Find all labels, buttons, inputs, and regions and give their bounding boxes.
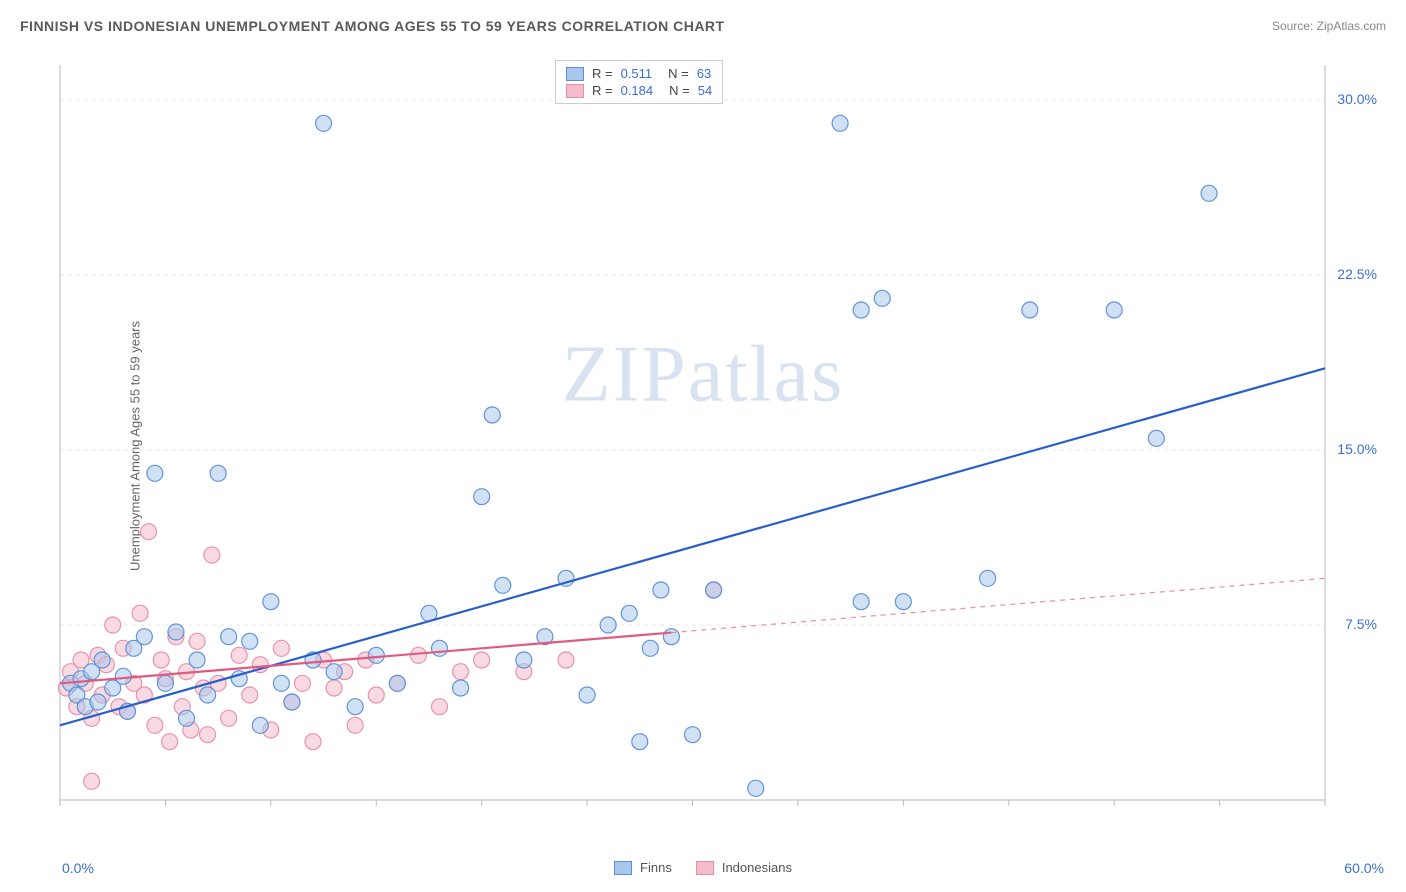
svg-text:30.0%: 30.0%: [1337, 91, 1377, 107]
stats-legend: R = 0.511 N = 63 R = 0.184 N = 54: [555, 60, 723, 104]
x-axis-max: 60.0%: [1344, 860, 1384, 876]
svg-text:22.5%: 22.5%: [1337, 266, 1377, 282]
swatch-finns: [566, 67, 584, 81]
scatter-chart-svg: 7.5% 15.0% 22.5% 30.0%: [55, 60, 1385, 830]
swatch-indonesians-bottom: [696, 861, 714, 875]
series-label-finns: Finns: [640, 860, 672, 875]
x-axis-min: 0.0%: [62, 860, 94, 876]
chart-title: FINNISH VS INDONESIAN UNEMPLOYMENT AMONG…: [20, 18, 725, 34]
chart-plot-area: 7.5% 15.0% 22.5% 30.0%: [55, 60, 1385, 830]
svg-text:15.0%: 15.0%: [1337, 441, 1377, 457]
series-legend: Finns Indonesians: [614, 859, 792, 876]
svg-text:7.5%: 7.5%: [1345, 616, 1377, 632]
series-label-indonesians: Indonesians: [722, 860, 792, 875]
swatch-finns-bottom: [614, 861, 632, 875]
stats-row-finns: R = 0.511 N = 63: [566, 65, 712, 82]
swatch-indonesians: [566, 84, 584, 98]
stats-row-indonesians: R = 0.184 N = 54: [566, 82, 712, 99]
source-label: Source: ZipAtlas.com: [1272, 19, 1386, 33]
